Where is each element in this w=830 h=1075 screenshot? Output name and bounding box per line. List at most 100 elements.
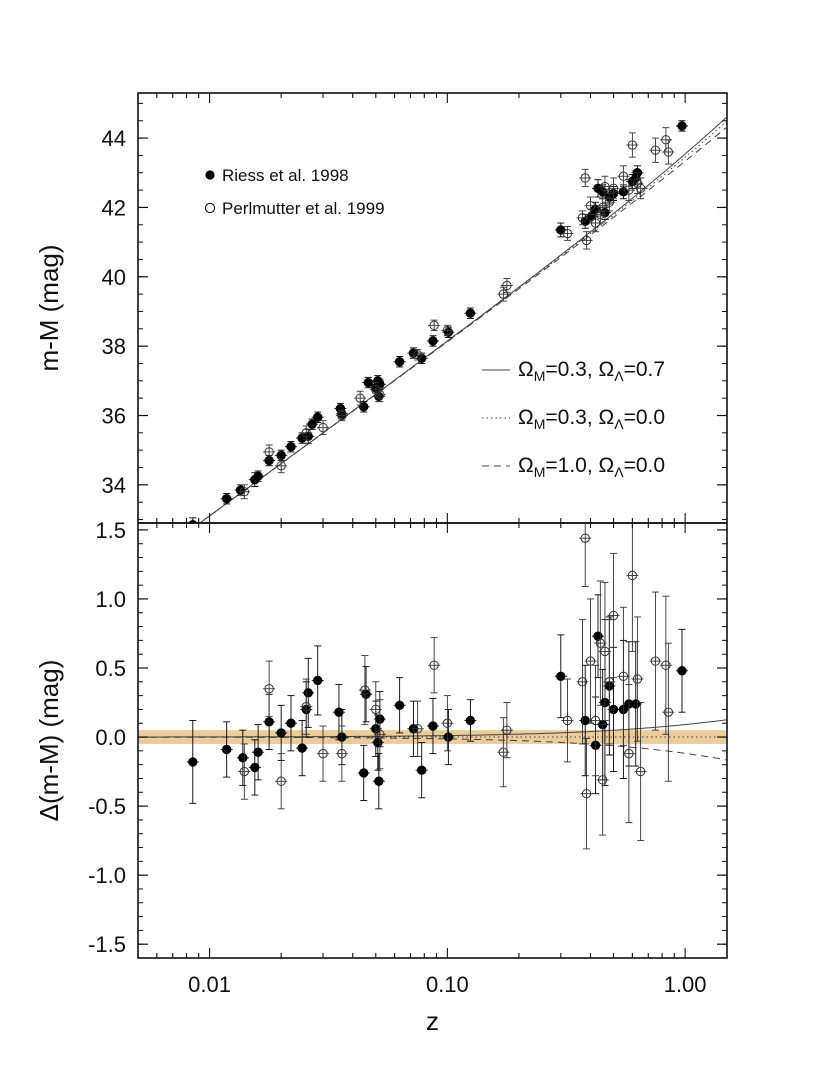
perlmutter-data-point <box>317 725 330 782</box>
open-marker <box>337 748 347 759</box>
open-marker <box>627 140 638 150</box>
perlmutter-data-point <box>634 702 647 842</box>
riess-data-point <box>275 704 288 761</box>
model-legend-dotted-label: ΩM=0.3, ΩΛ=0.0 <box>518 406 665 432</box>
perlmutter-data-point <box>579 523 592 587</box>
filled-marker <box>313 412 323 422</box>
filled-marker <box>250 762 260 773</box>
perlmutter-data-point <box>662 139 675 165</box>
open-marker <box>581 788 592 799</box>
perlmutter-data-point <box>497 286 510 302</box>
filled-marker <box>188 757 198 767</box>
model-3-mid: =1.0, Ω <box>545 454 614 477</box>
riess-data-point <box>357 744 370 802</box>
riess-data-point <box>248 739 261 796</box>
riess-data-point <box>252 470 265 482</box>
open-marker <box>360 685 370 695</box>
perlmutter-data-point <box>649 591 662 731</box>
riess-data-point <box>464 307 477 319</box>
filled-marker <box>465 715 476 726</box>
open-marker <box>663 147 674 157</box>
model-3-end: =0.0 <box>624 454 665 477</box>
open-marker <box>264 684 274 694</box>
open-marker <box>412 350 423 360</box>
perlmutter-data-point <box>411 349 424 361</box>
filled-marker <box>428 336 438 346</box>
open-marker <box>337 410 347 421</box>
filled-marker <box>580 715 590 726</box>
y-tick-label: -0.5 <box>88 794 126 819</box>
open-marker <box>577 677 588 687</box>
perlmutter-data-point <box>411 700 424 757</box>
open-marker <box>239 487 250 497</box>
open-marker <box>608 610 619 621</box>
filled-marker <box>465 308 476 318</box>
filled-marker <box>286 442 296 452</box>
open-marker <box>597 202 608 213</box>
open-marker <box>627 570 638 581</box>
filled-marker <box>618 187 629 197</box>
open-marker <box>264 447 274 457</box>
open-marker <box>412 724 423 734</box>
riess-data-point <box>393 356 406 368</box>
perlmutter-data-point <box>598 175 611 198</box>
model-legend-solid-label: ΩM=0.3, ΩΛ=0.7 <box>518 358 665 384</box>
perlmutter-data-point <box>603 619 616 745</box>
perlmutter-data-point <box>500 702 513 759</box>
open-marker <box>661 660 671 670</box>
perlmutter-data-point <box>626 132 639 158</box>
open-marker <box>318 422 328 433</box>
open-marker <box>355 393 365 403</box>
filled-marker <box>428 721 438 731</box>
x-tick-label: 0.01 <box>188 972 231 997</box>
perlmutter-data-point <box>576 619 589 745</box>
riess-data-point <box>554 634 567 719</box>
model-2-sub-lambda: Λ <box>614 416 624 432</box>
filled-marker <box>416 765 427 775</box>
perlmutter-data-point <box>607 177 620 200</box>
perlmutter-data-point <box>603 193 616 212</box>
y-tick-label: 38 <box>102 334 126 359</box>
y-tick-label: 0.0 <box>95 725 126 750</box>
residuals-panel: -1.5 -1.0 -0.5 0.0 0.5 1.0 1.5 0.01 0.10 1.00 Δ(… <box>34 518 728 1036</box>
riess-data-point <box>357 401 370 413</box>
y-tick-label: 1.5 <box>95 518 126 543</box>
riess-data-point <box>393 677 406 734</box>
riess-data-point <box>311 411 324 423</box>
open-marker <box>577 213 588 223</box>
perlmutter-data-point <box>617 165 630 188</box>
open-marker <box>429 660 439 670</box>
legend-open-marker <box>204 202 216 214</box>
model-legend-dashed-label: ΩM=1.0, ΩΛ=0.0 <box>518 454 665 480</box>
open-marker <box>604 677 615 687</box>
perlmutter-data-point <box>428 637 441 694</box>
open-marker <box>442 325 453 336</box>
filled-marker <box>443 732 454 742</box>
model-1-mid: =0.3, Ω <box>545 358 614 381</box>
perlmutter-data-point <box>584 196 597 215</box>
riess-data-point <box>426 335 439 347</box>
open-marker <box>618 671 629 681</box>
filled-marker <box>608 704 619 715</box>
top-y-ticks: 34 36 38 40 42 44 <box>102 102 727 521</box>
perlmutter-data-point <box>317 420 330 436</box>
filled-marker <box>373 737 383 748</box>
perlmutter-data-point <box>300 678 313 735</box>
perlmutter-data-point <box>580 737 593 850</box>
open-marker <box>650 656 661 666</box>
perlmutter-data-point <box>631 172 644 195</box>
filled-marker <box>253 747 263 757</box>
filled-marker <box>264 717 274 727</box>
riess-data-point <box>302 657 315 728</box>
model-legend: ΩM=0.3, ΩΛ=0.7 ΩM=0.3, ΩΛ=0.0 ΩM=1.0, ΩΛ… <box>482 358 665 480</box>
perlmutter-data-point <box>580 231 593 250</box>
perlmutter-data-point <box>631 616 644 742</box>
perlmutter-data-point <box>596 198 609 217</box>
open-marker <box>301 701 311 712</box>
perlmutter-data-point <box>607 552 620 679</box>
open-marker <box>301 428 311 438</box>
open-marker <box>632 674 643 684</box>
bottom-data-points <box>186 523 688 850</box>
filled-marker <box>188 520 198 523</box>
